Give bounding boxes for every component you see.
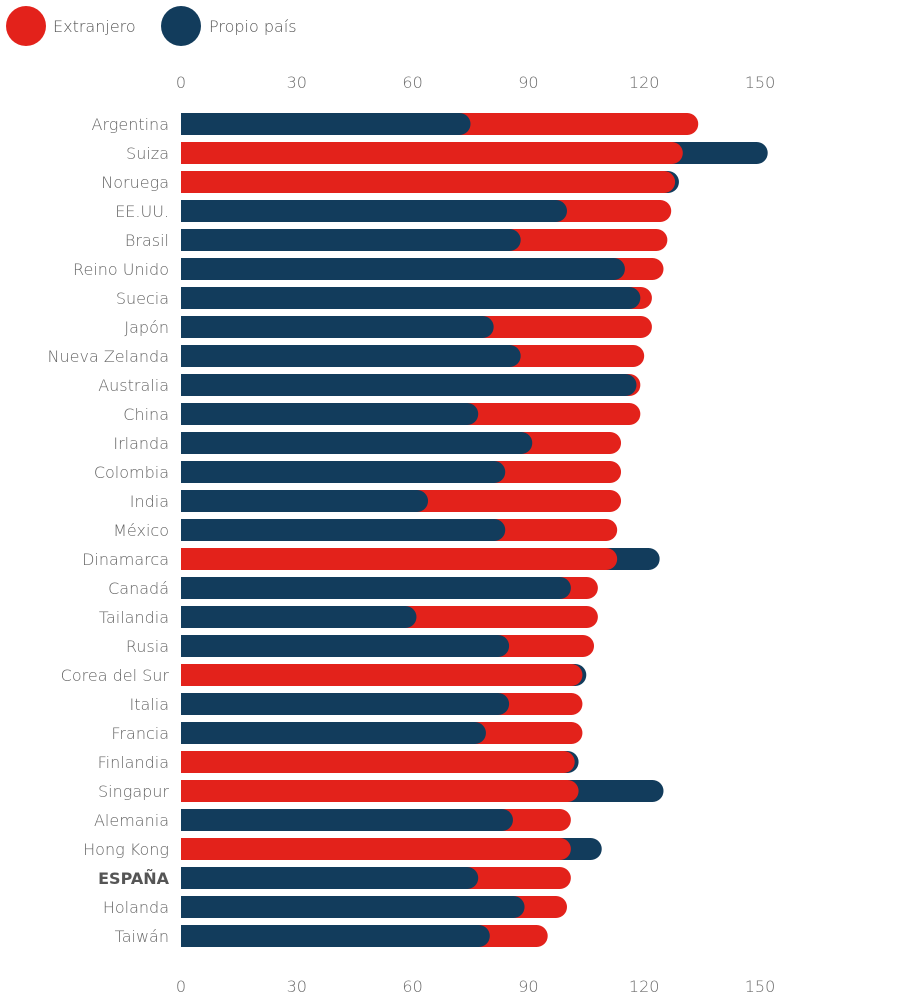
category-label-india: India xyxy=(130,492,169,511)
category-label-corea-del-sur: Corea del Sur xyxy=(61,666,170,685)
bottom-axis-tick-150: 150 xyxy=(745,977,776,996)
legend: Extranjero Propio país xyxy=(6,6,297,46)
top-axis-tick-60: 60 xyxy=(402,73,422,92)
bar-extranjero-corea-del-sur xyxy=(181,664,583,686)
top-axis-tick-150: 150 xyxy=(745,73,776,92)
bar-propio-pais-japón xyxy=(181,316,494,338)
bottom-axis-tick-120: 120 xyxy=(629,977,660,996)
bar-propio-pais-alemania xyxy=(181,809,513,831)
category-label-suiza: Suiza xyxy=(126,144,169,163)
bar-propio-pais-francia xyxy=(181,722,486,744)
category-label-reino-unido: Reino Unido xyxy=(73,260,169,279)
bar-extranjero-suiza xyxy=(181,142,683,164)
bar-propio-pais-rusia xyxy=(181,635,510,657)
category-label-hong-kong: Hong Kong xyxy=(83,840,169,859)
bar-extranjero-dinamarca xyxy=(181,548,618,570)
top-x-axis: 0 30 60 90 120 150 xyxy=(176,73,775,92)
category-label-italia: Italia xyxy=(130,695,170,714)
bars-area xyxy=(181,113,768,947)
category-label-holanda: Holanda xyxy=(103,898,169,917)
bar-propio-pais-italia xyxy=(181,693,510,715)
top-axis-tick-30: 30 xyxy=(287,73,307,92)
bar-extranjero-finlandia xyxy=(181,751,575,773)
bar-propio-pais-argentina xyxy=(181,113,471,135)
bar-extranjero-singapur xyxy=(181,780,579,803)
legend-swatch-extranjero xyxy=(6,6,46,46)
bar-propio-pais-india xyxy=(181,490,429,512)
bottom-axis-tick-0: 0 xyxy=(176,977,186,996)
bar-propio-pais-colombia xyxy=(181,461,506,483)
category-label-finlandia: Finlandia xyxy=(98,753,169,772)
category-label-australia: Australia xyxy=(98,376,169,395)
bar-propio-pais-suecia xyxy=(181,287,641,309)
category-label-méxico: México xyxy=(113,521,169,540)
category-label-irlanda: Irlanda xyxy=(113,434,169,453)
bar-propio-pais-tailandia xyxy=(181,606,417,628)
category-label-singapur: Singapur xyxy=(98,782,169,801)
bar-extranjero-hong-kong xyxy=(181,838,571,860)
top-axis-tick-90: 90 xyxy=(518,73,538,92)
legend-label-propio-pais: Propio país xyxy=(209,17,297,36)
bottom-axis-tick-30: 30 xyxy=(287,977,307,996)
top-axis-tick-0: 0 xyxy=(176,73,186,92)
category-label-suecia: Suecia xyxy=(116,289,169,308)
category-labels: Argentina Suiza Noruega EE.UU. Brasil Reino U… xyxy=(48,115,170,946)
bar-propio-pais-taiwán xyxy=(181,925,490,947)
bottom-axis-tick-90: 90 xyxy=(518,977,538,996)
category-label-argentina: Argentina xyxy=(92,115,170,134)
category-label-españa: ESPAÑA xyxy=(98,869,169,888)
category-label-dinamarca: Dinamarca xyxy=(82,550,169,569)
legend-swatch-propio-pais xyxy=(161,6,201,46)
category-label-colombia: Colombia xyxy=(94,463,169,482)
bar-propio-pais-canadá xyxy=(181,577,571,599)
bar-propio-pais-reino-unido xyxy=(181,258,625,280)
category-label-ee-uu-: EE.UU. xyxy=(115,202,169,221)
category-label-taiwán: Taiwán xyxy=(115,927,169,946)
top-axis-tick-120: 120 xyxy=(629,73,660,92)
category-label-noruega: Noruega xyxy=(101,173,169,192)
bar-propio-pais-irlanda xyxy=(181,432,533,454)
category-label-rusia: Rusia xyxy=(126,637,169,656)
category-label-japón: Japón xyxy=(124,318,169,337)
bottom-x-axis: 0 30 60 90 120 150 xyxy=(176,977,775,996)
bar-propio-pais-china xyxy=(181,403,479,425)
bar-propio-pais-españa xyxy=(181,867,479,889)
bottom-axis-tick-60: 60 xyxy=(402,977,422,996)
category-label-francia: Francia xyxy=(111,724,169,743)
category-label-alemania: Alemania xyxy=(94,811,169,830)
category-label-nueva-zelanda: Nueva Zelanda xyxy=(48,347,169,366)
bar-propio-pais-ee-uu- xyxy=(181,200,567,222)
bar-propio-pais-brasil xyxy=(181,229,521,251)
bar-propio-pais-nueva-zelanda xyxy=(181,345,521,367)
category-label-canadá: Canadá xyxy=(108,579,169,598)
bar-propio-pais-australia xyxy=(181,374,637,396)
bar-extranjero-noruega xyxy=(181,171,676,193)
category-label-tailandia: Tailandia xyxy=(99,608,169,627)
category-label-brasil: Brasil xyxy=(125,231,169,250)
category-label-china: China xyxy=(123,405,169,424)
bar-propio-pais-holanda xyxy=(181,896,525,918)
legend-label-extranjero: Extranjero xyxy=(53,17,136,36)
bar-propio-pais-méxico xyxy=(181,519,506,541)
